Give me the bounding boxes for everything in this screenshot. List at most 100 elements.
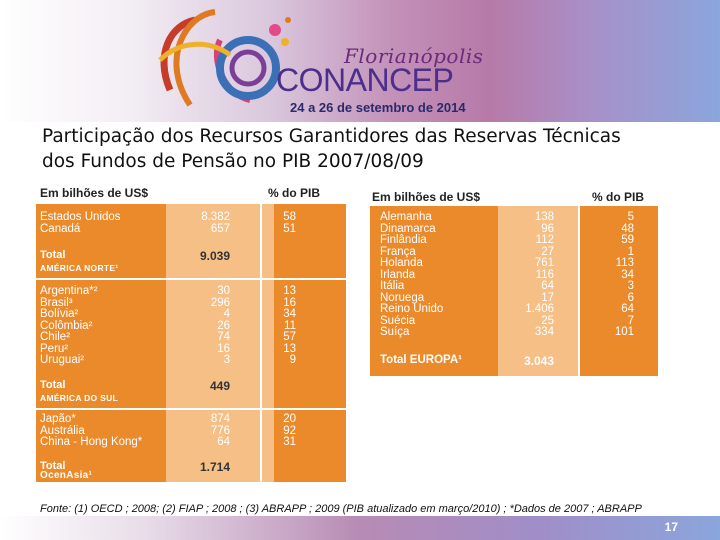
- list-item: 11: [284, 319, 296, 332]
- right-value-column-bg: [498, 206, 578, 376]
- list-item: Canadá: [40, 222, 81, 235]
- list-item: 296: [210, 296, 230, 309]
- group2-values: 30 296 4 26 74 16 3: [186, 285, 230, 367]
- list-item: 138: [534, 211, 554, 223]
- list-item: 1.406: [525, 303, 554, 315]
- list-item: 5: [627, 211, 634, 223]
- group2-total-value: 449: [209, 379, 230, 393]
- list-item: 6: [627, 291, 634, 304]
- list-item: China - Hong Kong*: [40, 436, 143, 448]
- page-number: 17: [664, 520, 678, 534]
- right-values: 138 96 112 27 761 116 64 17 1.406 25 334: [510, 211, 554, 339]
- list-item: Reino Unido: [380, 303, 444, 315]
- list-item: Finlândia: [380, 234, 427, 246]
- list-item: 64: [541, 280, 554, 292]
- logo-dates: 24 a 26 de setembro de 2014: [290, 100, 466, 115]
- group3-total-label: Total: [40, 460, 66, 472]
- list-item: Argentina*²: [40, 285, 98, 297]
- left-column-divider: [260, 204, 262, 482]
- group3-pcts: 20 92 31: [268, 413, 296, 449]
- footer-bar: [0, 516, 720, 540]
- list-item: 761: [534, 257, 554, 269]
- header-banner: [0, 0, 720, 122]
- list-item: 17: [541, 291, 554, 304]
- list-item: 13: [283, 342, 296, 355]
- list-item: Irlanda: [380, 268, 416, 281]
- source-footnote: Fonte: (1) OECD ; 2008; (2) FIAP ; 2008 …: [40, 503, 642, 515]
- list-item: Uruguai²: [40, 354, 85, 366]
- list-item: Japão*: [40, 413, 76, 425]
- logo-city: Florianópolis: [344, 44, 484, 68]
- list-item: 48: [621, 222, 634, 235]
- group3-total-sub: OcenAsia¹: [40, 470, 93, 481]
- list-item: 776: [210, 424, 230, 437]
- left-table: Estados Unidos Canadá 8.382 657 58 51 To…: [36, 204, 346, 482]
- list-item: Austrália: [40, 424, 85, 437]
- list-item: 874: [210, 413, 230, 425]
- list-item: 1: [627, 245, 634, 258]
- list-item: 16: [283, 296, 296, 309]
- list-item: Bolívia²: [40, 308, 79, 320]
- right-column-divider: [578, 206, 580, 376]
- list-item: 51: [283, 222, 296, 235]
- list-item: França: [380, 245, 416, 258]
- list-item: 59: [621, 234, 634, 246]
- list-item: 9: [289, 354, 296, 366]
- list-item: 4: [223, 308, 230, 320]
- list-item: Brasil³: [40, 296, 73, 309]
- list-item: 112: [535, 234, 554, 246]
- list-item: Noruega: [380, 291, 425, 304]
- list-item: 116: [535, 268, 554, 281]
- group3-total-value: 1.714: [199, 460, 230, 474]
- right-total-value: 3.043: [523, 354, 554, 368]
- list-item: 27: [541, 245, 554, 258]
- group1-values: 8.382 657: [186, 211, 230, 235]
- group1-labels: Estados Unidos Canadá: [40, 211, 121, 235]
- list-item: 13: [283, 285, 296, 297]
- list-item: 31: [283, 436, 296, 448]
- list-item: 30: [217, 285, 230, 297]
- list-item: Peru²: [40, 342, 69, 355]
- right-header-pct: % do PIB: [592, 190, 645, 204]
- list-item: 3: [627, 280, 634, 292]
- list-item: Chile²: [40, 331, 71, 343]
- group2-total-label: Total: [40, 379, 66, 391]
- list-item: 74: [217, 331, 230, 343]
- list-item: 26: [217, 319, 230, 332]
- list-item: 16: [217, 342, 230, 355]
- list-item: 334: [534, 326, 554, 338]
- right-header-value: Em bilhões de US$: [372, 190, 481, 204]
- list-item: Colômbia²: [40, 319, 93, 332]
- group1-total-sub: AMÉRICA NORTE¹: [40, 263, 119, 273]
- list-item: 34: [621, 268, 634, 281]
- right-table: Alemanha Dinamarca Finlândia França Hola…: [370, 206, 658, 376]
- list-item: 92: [283, 424, 296, 437]
- list-item: 64: [621, 303, 634, 315]
- list-item: Itália: [380, 280, 405, 292]
- left-header-pct: % do PIB: [268, 186, 321, 200]
- list-item: Estados Unidos: [40, 211, 121, 223]
- logo-event-name: CONANCEP: [276, 62, 454, 98]
- left-header-value: Em bilhões de US$: [40, 186, 149, 200]
- list-item: 57: [283, 331, 296, 343]
- list-item: Dinamarca: [380, 222, 436, 235]
- group3-values: 874 776 64: [186, 413, 230, 449]
- list-item: 20: [283, 413, 296, 425]
- group-separator: [36, 278, 346, 280]
- group2-total-sub: AMÉRICA DO SUL: [40, 393, 119, 403]
- list-item: Suécia: [380, 314, 416, 327]
- group1-total-label: Total: [40, 249, 66, 261]
- right-pcts: 5 48 59 1 113 34 3 6 64 7 101: [606, 211, 634, 339]
- group-separator: [36, 408, 346, 410]
- list-item: 34: [283, 308, 296, 320]
- list-item: 58: [283, 211, 296, 223]
- right-labels: Alemanha Dinamarca Finlândia França Hola…: [380, 211, 444, 339]
- group2-labels: Argentina*² Brasil³ Bolívia² Colômbia² C…: [40, 285, 98, 367]
- list-item: 657: [210, 222, 230, 235]
- list-item: 96: [541, 222, 554, 235]
- list-item: 7: [627, 314, 634, 327]
- title-line-2: dos Fundos de Pensão no PIB 2007/08/09: [42, 151, 424, 172]
- list-item: 25: [541, 314, 554, 327]
- list-item: 101: [614, 326, 634, 338]
- list-item: Holanda: [380, 257, 423, 269]
